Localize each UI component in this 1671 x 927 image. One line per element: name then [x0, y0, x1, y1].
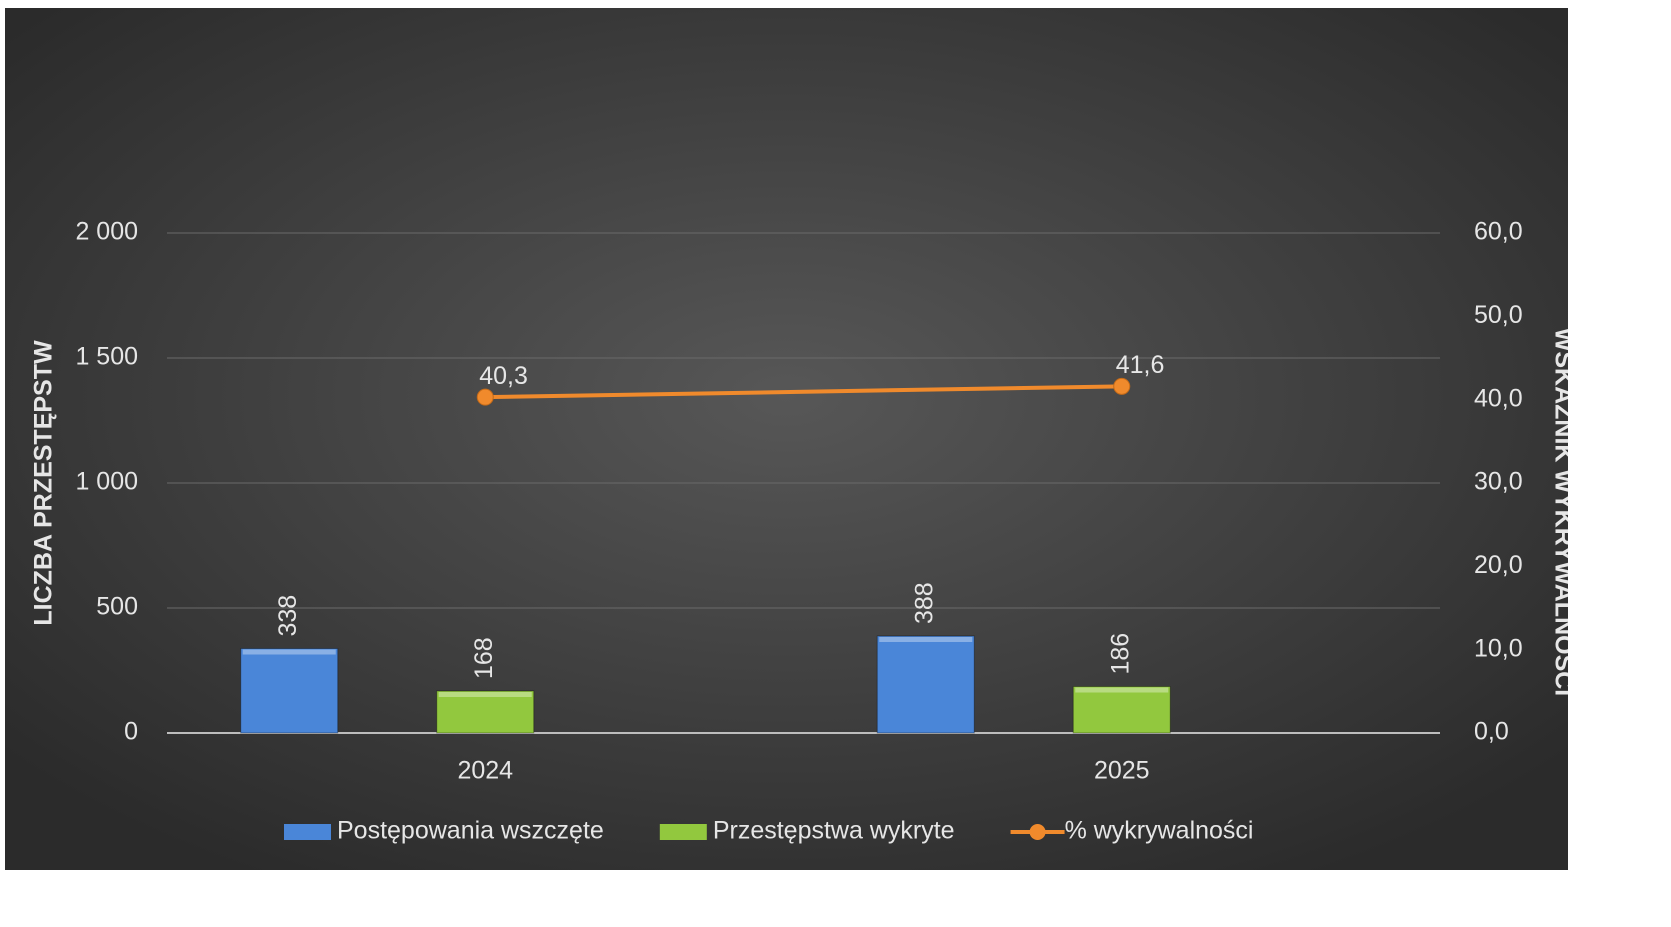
plot: LICZBA PRZESTĘPSTW WSKAŹNIK WYKRYWALNOŚC… — [30, 218, 1579, 845]
line-marker — [476, 388, 494, 406]
y-axis-title: LICZBA PRZESTĘPSTW — [30, 340, 58, 626]
bar — [1072, 686, 1171, 734]
bar-highlight — [242, 649, 336, 655]
y-tick-label: 500 — [96, 593, 138, 621]
chart-background — [5, 8, 1568, 870]
data-label: 41,6 — [1116, 351, 1165, 379]
bar — [240, 648, 339, 734]
y2-tick-label: 60,0 — [1474, 218, 1523, 246]
legend-marker — [1029, 824, 1046, 840]
data-label: 338 — [274, 595, 302, 637]
legend-label: Przestępstwa wykryte — [713, 817, 955, 845]
legend-swatch — [284, 824, 331, 840]
y2-tick-label: 50,0 — [1474, 301, 1523, 329]
data-label: 186 — [1106, 633, 1134, 675]
x-tick-label: 2025 — [1094, 757, 1150, 785]
bar-highlight — [1075, 687, 1169, 693]
line-marker — [1113, 377, 1131, 395]
bar-highlight — [438, 692, 532, 697]
legend-label: % wykrywalności — [1065, 817, 1254, 845]
y-tick-label: 2 000 — [75, 218, 138, 246]
y2-tick-label: 30,0 — [1474, 468, 1523, 496]
bar — [436, 690, 535, 734]
data-label: 40,3 — [479, 362, 528, 390]
data-label: 168 — [470, 637, 498, 679]
legend-swatch — [659, 824, 707, 840]
y2-tick-label: 10,0 — [1474, 634, 1523, 662]
data-label: 388 — [910, 582, 938, 624]
y2-tick-label: 20,0 — [1474, 551, 1523, 579]
bar — [876, 635, 975, 734]
y-tick-label: 0 — [124, 718, 138, 746]
y-tick-label: 1 500 — [75, 343, 138, 371]
y2-tick-label: 0,0 — [1474, 718, 1509, 746]
line-series — [485, 384, 1122, 400]
y2-axis-title: WSKAŹNIK WYKRYWALNOŚCI — [1549, 328, 1579, 697]
x-tick-label: 2024 — [457, 757, 513, 785]
y-tick-label: 1 000 — [75, 468, 138, 496]
legend-label: Postępowania wszczęte — [337, 817, 604, 845]
y2-tick-label: 40,0 — [1474, 384, 1523, 412]
bar-highlight — [879, 637, 973, 642]
